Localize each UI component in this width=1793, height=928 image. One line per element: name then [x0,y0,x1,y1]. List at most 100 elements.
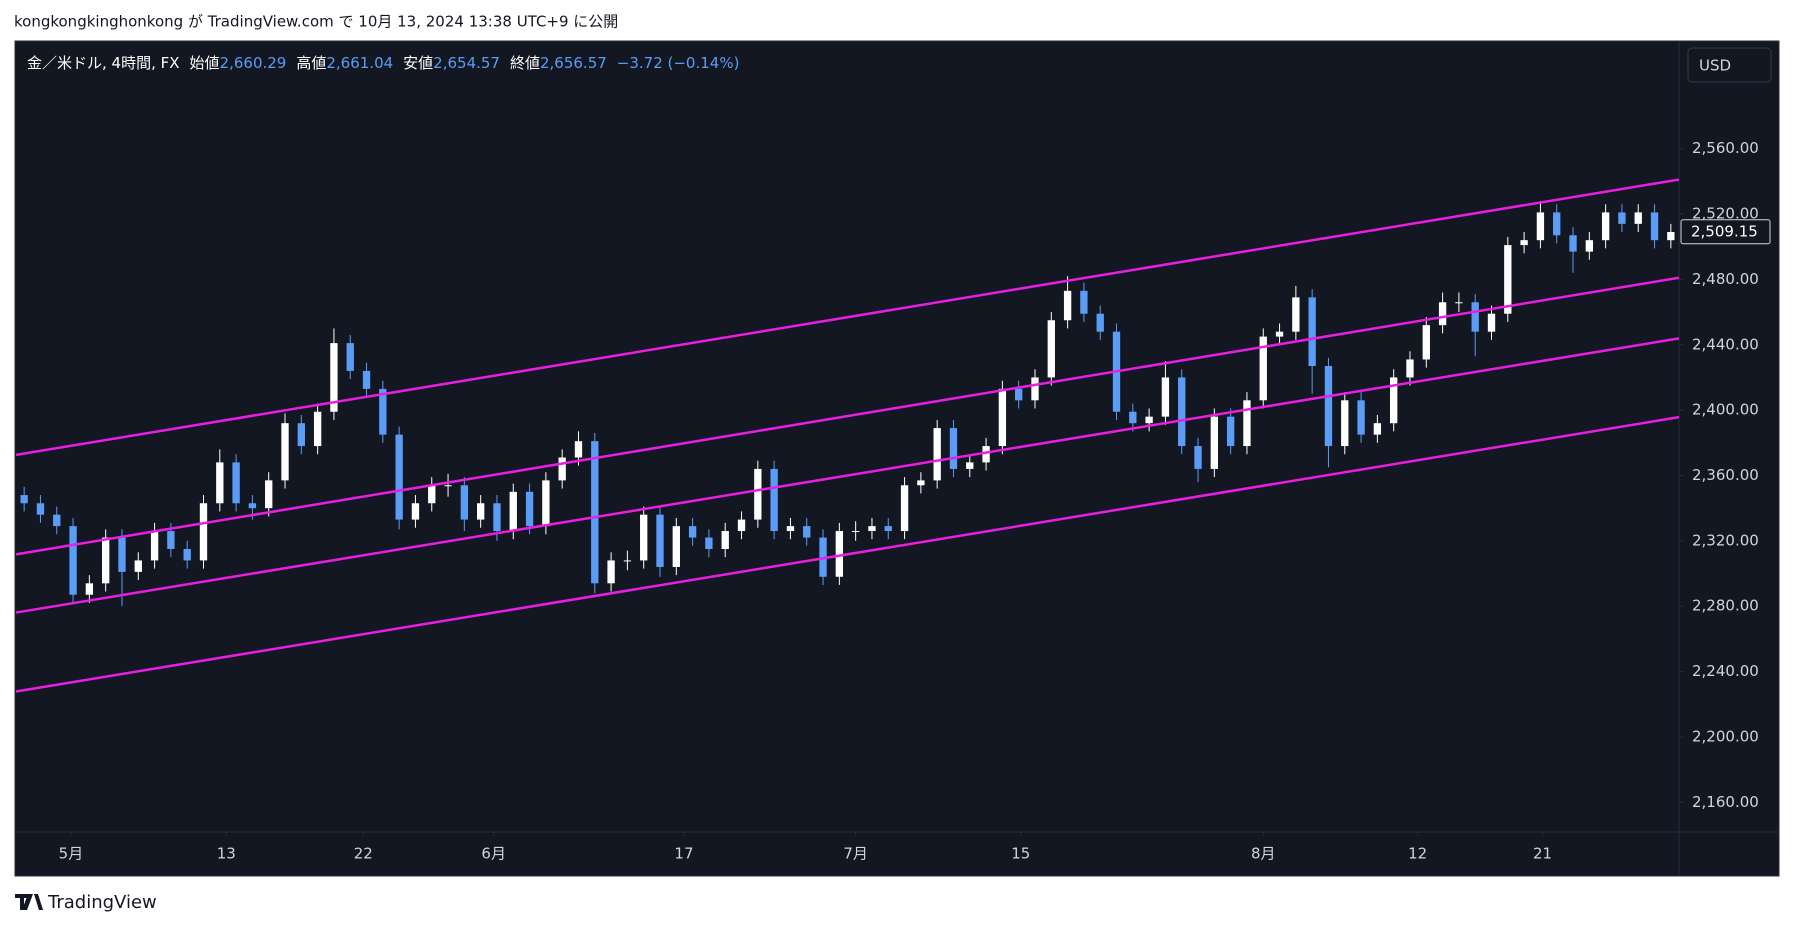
candle-body [1390,377,1398,424]
legend-change: −3.72 (−0.14%) [617,54,740,72]
x-tick-label: 12 [1408,845,1427,863]
candle-body [949,428,958,469]
candle-body [966,462,974,469]
candle-body [199,503,208,561]
candle-body [656,514,664,567]
currency-button[interactable] [1687,47,1772,83]
y-tick-label: 2,360.00 [1692,466,1759,484]
candle-body [1406,359,1414,378]
x-tick-label: 13 [217,845,236,863]
candle-body [395,434,403,520]
y-tick-label: 2,320.00 [1692,531,1759,549]
candle-body [183,548,191,561]
candle-body [835,531,844,577]
legend-symbol: 金／米ドル, 4時間, FX [27,54,180,72]
candle-body [754,468,762,520]
candle-body [721,531,729,549]
candle-body [1487,313,1496,332]
legend-value: 2,656.57 [540,54,607,72]
candle-body [1324,365,1333,447]
candle-body [1226,416,1235,447]
candle-body [574,441,583,458]
candle-body [1357,400,1365,435]
candle-body [868,526,876,532]
candle-body [1047,320,1055,378]
candle-body [150,531,159,561]
y-tick-label: 2,480.00 [1692,270,1759,288]
x-tick-label: 17 [674,845,693,863]
candle-body [1063,290,1072,321]
candle-body [1373,423,1382,435]
candle-body [476,503,485,520]
candle-body [265,480,273,509]
candle-body [411,503,420,520]
candle-body [297,423,305,447]
channel-line [15,337,1680,614]
candle-body [313,411,322,447]
header-text: kongkongkinghonkong が TradingView.com で … [14,13,618,31]
x-tick-label: 7月 [843,845,868,863]
candle-body [167,531,175,549]
channel-line [15,415,1680,693]
candle-body [102,537,110,584]
candle-body [591,441,599,584]
candle-body [1536,212,1545,241]
candle-body [1308,297,1316,366]
candle-body [1292,297,1300,332]
candle-body [1145,416,1153,424]
candle-body [330,343,338,412]
candle-body [1569,235,1577,252]
candle-body [933,428,941,481]
candle-body [460,485,469,520]
candle-body [69,526,77,595]
candle-body [672,526,680,567]
candle-body [53,514,61,527]
candle-body [1553,212,1561,236]
candle-body [1504,245,1512,314]
candle-body [1161,377,1170,417]
candle-body [118,537,126,572]
candle-body [623,560,632,562]
candle-body [85,583,94,595]
candle-body [379,388,387,435]
candle-body [688,526,697,538]
x-tick-label: 8月 [1251,845,1276,863]
candle-body [444,485,452,487]
legend-label: 安値 [403,54,433,72]
currency-label: USD [1699,57,1731,75]
candle-body [1455,302,1463,304]
candle-body [1650,212,1659,241]
overlay: 2,160.00 2,200.00 2,240.00 2,280.00 2,320.00… [27,47,1772,863]
legend-value: 2,654.57 [433,54,500,72]
candle-body [1585,240,1593,252]
candle-body [1601,212,1610,241]
candle-body [1080,290,1088,314]
candle-body [428,485,436,504]
y-tick-label: 2,560.00 [1692,139,1759,157]
candle-body [1634,212,1642,224]
candle-body [1210,416,1219,469]
candle-body [705,537,713,549]
plot [15,178,1680,693]
legend: 金／米ドル, 4時間, FX 始値2,660.29 高値2,661.04 安値2,65… [27,54,739,72]
candle-body [1341,400,1349,447]
candle-body [1438,302,1447,326]
y-tick-label: 2,280.00 [1692,597,1759,615]
candle-body [786,526,795,532]
legend-value: 2,661.04 [326,54,393,72]
candle-body [248,503,257,509]
candle-body [20,495,28,504]
candle-body [134,560,142,572]
footer-logo: TradingView [47,892,157,913]
candle-body [851,531,860,533]
legend-value: 2,660.29 [220,54,287,72]
x-tick-label: 15 [1011,845,1030,863]
candle-body [1259,336,1267,401]
last-price-label: 2,509.15 [1691,222,1758,240]
channel-line [15,276,1680,556]
x-tick-label: 5月 [59,845,84,863]
candle-body [1667,232,1675,241]
candle-body [900,485,909,532]
candle-body [1243,400,1251,447]
